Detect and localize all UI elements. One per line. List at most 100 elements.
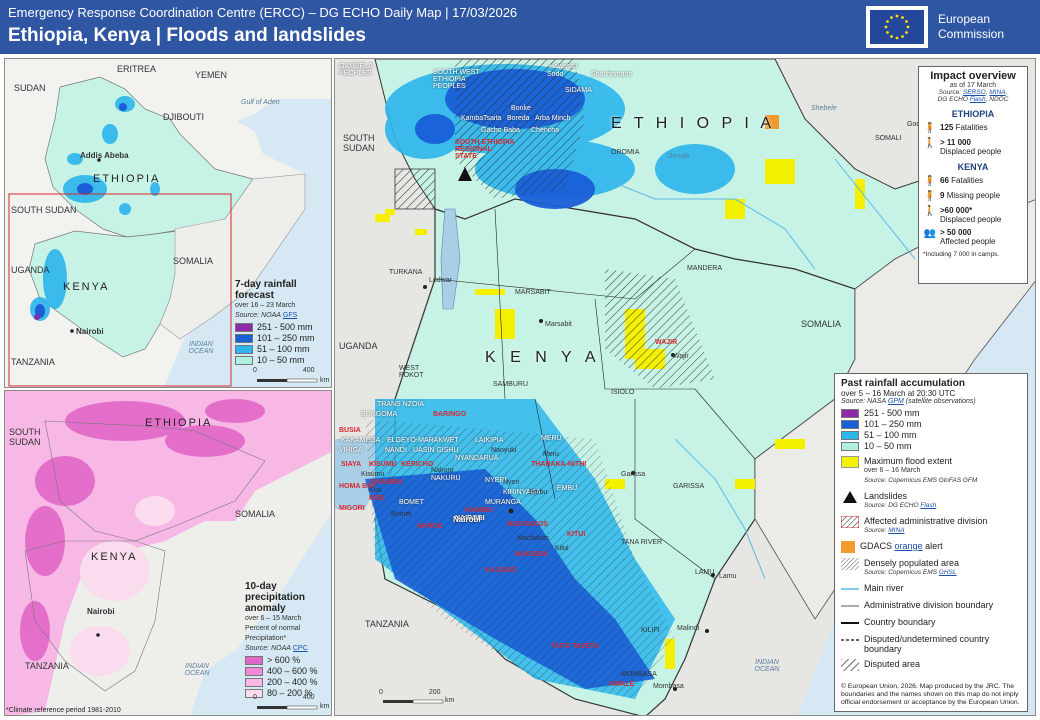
displaced-person-icon: 🚶	[923, 138, 937, 149]
city-wajir: Wajir	[673, 353, 689, 360]
city-machakos: Machakos	[517, 535, 549, 542]
label-uganda-main: UGANDA	[339, 341, 378, 351]
forecast-legend-label: 251 - 500 mm	[257, 322, 313, 332]
city-kisumu: Kisumu	[361, 471, 385, 478]
anomaly-legend-row: > 600 %	[245, 655, 331, 665]
inset-rainfall-forecast-map[interactable]: ERITREA YEMEN SUDAN Gulf of Aden DJIBOUT…	[4, 58, 332, 388]
hatched-area-icon	[840, 515, 860, 529]
forecast-legend-swatch	[235, 355, 253, 365]
legend-dense-area: Densely populated area Source: Copernicus…	[841, 558, 1021, 578]
impact-country-ethiopia: ETHIOPIA	[951, 109, 995, 119]
label-nakuru: NAKURU	[431, 475, 461, 482]
scale-bar-top: 0 400	[253, 367, 315, 374]
affected-people-icon: 👥	[923, 228, 937, 239]
mina-link[interactable]: MINA	[989, 89, 1006, 96]
main-legend-panel: Past rainfall accumulation over 5 – 16 M…	[834, 373, 1028, 712]
inset-precipitation-anomaly-map[interactable]: SOUTH SUDAN ETHIOPIA SOMALIA KENYA Nairo…	[4, 390, 332, 716]
label-indian-ocean-main: INDIAN OCEAN	[754, 659, 780, 673]
cpc-link[interactable]: CPC	[292, 645, 308, 652]
forecast-legend-row: 10 – 50 mm	[235, 355, 331, 365]
missing-person-icon: 🧍	[923, 191, 937, 202]
label-kisii: KISII	[369, 495, 385, 502]
city-nanyuki: Nanyuki	[491, 447, 517, 454]
affected-mina-link[interactable]: MINA	[888, 527, 905, 534]
impact-footnote: *Including 7 000 in camps.	[923, 251, 1000, 258]
forecast-legend-label: 10 – 50 mm	[257, 355, 305, 365]
city-mombasa: Mombasa	[653, 683, 684, 690]
rainfall-legend-swatch	[841, 430, 859, 440]
displaced-person-icon: 🚶	[923, 206, 937, 217]
label-bomet: BOMET	[399, 499, 424, 506]
label-siaya: SIAYA	[341, 461, 362, 468]
anomaly-legend-swatch	[245, 688, 263, 698]
label-tharaka-nithi: THARAKA-NITHI	[531, 461, 587, 468]
gpm-link[interactable]: GPM	[887, 398, 904, 405]
legend-disputed-area: Disputed area	[841, 659, 1021, 671]
city-nyeri: Nyeri	[503, 479, 520, 486]
label-laikipia: LAIKIPIA	[475, 437, 504, 444]
country-line-icon	[841, 617, 859, 629]
label-baringo: BARINGO	[433, 411, 467, 418]
forecast-legend-title: 7-day rainfall	[235, 279, 297, 290]
label-gode: Gode	[907, 121, 925, 128]
label-busia: BUSIA	[339, 427, 361, 434]
label-nyandarua: NYANDARUA	[455, 455, 499, 462]
label-makueni: MAKUENI	[515, 551, 548, 558]
label-trans-nzoia: TRANS NZOIA	[377, 401, 425, 408]
city-bomet: Bomet	[391, 511, 412, 518]
anomaly-legend-swatch	[245, 666, 263, 676]
kenya-fatalities: 🧍 66 Fatalities	[923, 176, 984, 187]
label-nyeri: NYERI	[485, 477, 507, 484]
label-sodo: Sodo	[547, 71, 564, 78]
label-yemen: YEMEN	[195, 70, 228, 80]
label-isiolo: ISIOLO	[611, 389, 635, 396]
label-nairobi-county: NAIROBI	[455, 515, 485, 522]
label-gulf-of-aden: Gulf of Aden	[241, 99, 280, 106]
label-migori: MIGORI	[339, 505, 365, 512]
label-somalia-main: SOMALIA	[801, 319, 842, 329]
label-ethiopia-main: E T H I O P I A	[611, 115, 776, 132]
scale-bar-bottom: 0 400	[253, 694, 315, 701]
label-shebele: Shebele	[811, 105, 837, 112]
gdacs-alert-icon	[841, 541, 855, 553]
serso-link[interactable]: SERSO	[962, 89, 986, 96]
person-icon: 🧍	[923, 176, 937, 187]
river-line-icon	[841, 583, 859, 595]
label-shashamane: Shashamane	[591, 71, 633, 78]
label-ethiopia-inset: ETHIOPIA	[93, 173, 161, 185]
label-nairobi-inset2: Nairobi	[87, 607, 115, 616]
legend-landslides: Landslides Source: DG ECHO Flash	[841, 491, 1021, 511]
legend-gdacs: GDACS orange alert	[841, 541, 1021, 553]
city-lamu: Lamu	[719, 573, 737, 580]
legend-country-boundary: Country boundary	[841, 617, 1021, 629]
forecast-legend-row: 251 - 500 mm	[235, 322, 331, 332]
label-wajir: WAJIR	[655, 339, 678, 346]
scale-bar-main: 0 200	[379, 689, 441, 696]
label-kiambu: KIAMBU	[465, 507, 493, 514]
landslide-flash-link[interactable]: Flash	[920, 502, 937, 509]
label-gambela: GAMBELA PEOPLES	[339, 63, 373, 77]
gfs-link[interactable]: GFS	[282, 312, 298, 319]
european-commission-logo[interactable]: European Commission	[866, 6, 1026, 48]
label-south-west-ethiopia: SOUTH WEST ETHIOPIA PEOPLES	[433, 69, 480, 90]
label-somalia-inset: SOMALIA	[173, 256, 214, 266]
label-indian-ocean-inset: INDIAN OCEAN	[188, 341, 214, 355]
label-hawassa: Hawassa	[549, 63, 578, 70]
map-title: Ethiopia, Kenya | Floods and landslides	[8, 25, 366, 46]
label-kisumu: KISUMU	[369, 461, 397, 468]
anomaly-legend-label: > 600 %	[267, 655, 301, 665]
label-kenya-main: K E N Y A	[485, 349, 601, 366]
ghsl-link[interactable]: GHSL	[938, 569, 957, 576]
label-tanzania-main: TANZANIA	[365, 619, 409, 629]
label-south-sudan-main: SOUTH SUDAN	[343, 133, 375, 153]
label-homa-bay: HOMA BAY	[339, 483, 377, 490]
label-lamu: LAMU	[695, 569, 715, 576]
gdacs-orange-link[interactable]: orange	[894, 541, 923, 551]
label-tanzania-inset2: TANZANIA	[25, 661, 69, 671]
label-kajiado: KAJIADO	[485, 567, 517, 574]
echo-flash-link[interactable]: Flash	[969, 96, 986, 103]
legend-flood-extent: Maximum flood extent over 6 – 16 March Sou…	[841, 456, 1021, 486]
legend-admin-boundary: Administrative division boundary	[841, 600, 1021, 612]
header-bar: Emergency Response Coordination Centre (…	[0, 0, 1040, 54]
anomaly-legend-row: 80 – 200 %	[245, 688, 331, 698]
